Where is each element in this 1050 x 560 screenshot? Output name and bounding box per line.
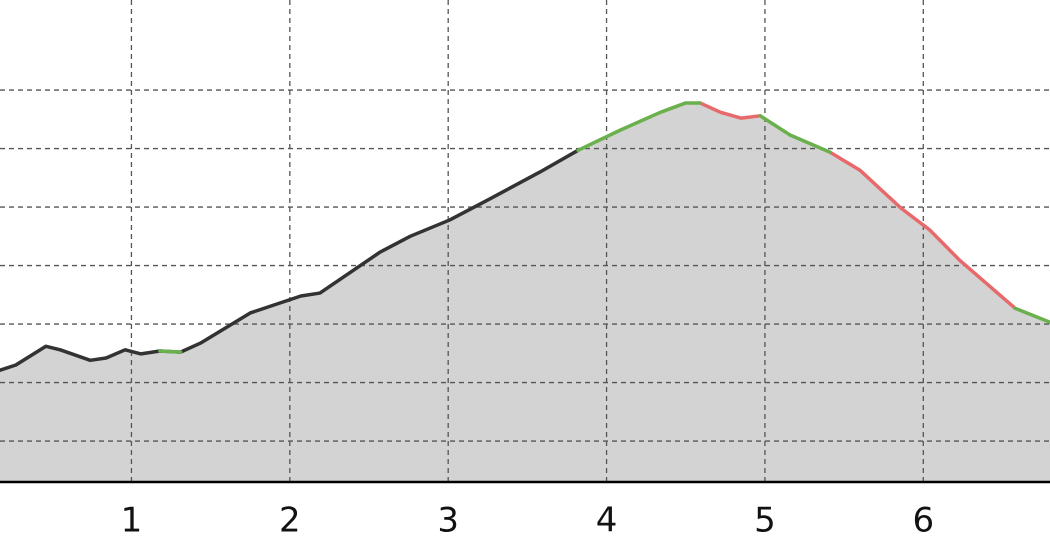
x-tick-label: 6 xyxy=(912,501,934,541)
profile-line xyxy=(1013,306,1050,325)
x-tick-label: 1 xyxy=(121,501,143,541)
x-tick-label: 4 xyxy=(596,501,618,541)
profile-line xyxy=(158,349,183,354)
profile-line xyxy=(828,150,1017,311)
profile-line xyxy=(0,148,580,373)
profile-line xyxy=(758,114,832,154)
x-tick-label: 2 xyxy=(279,501,301,541)
area xyxy=(0,102,1050,483)
x-tick-label: 5 xyxy=(754,501,776,541)
x-tick-label: 3 xyxy=(437,501,459,541)
profile-line xyxy=(698,101,762,120)
profile-line xyxy=(576,101,702,153)
